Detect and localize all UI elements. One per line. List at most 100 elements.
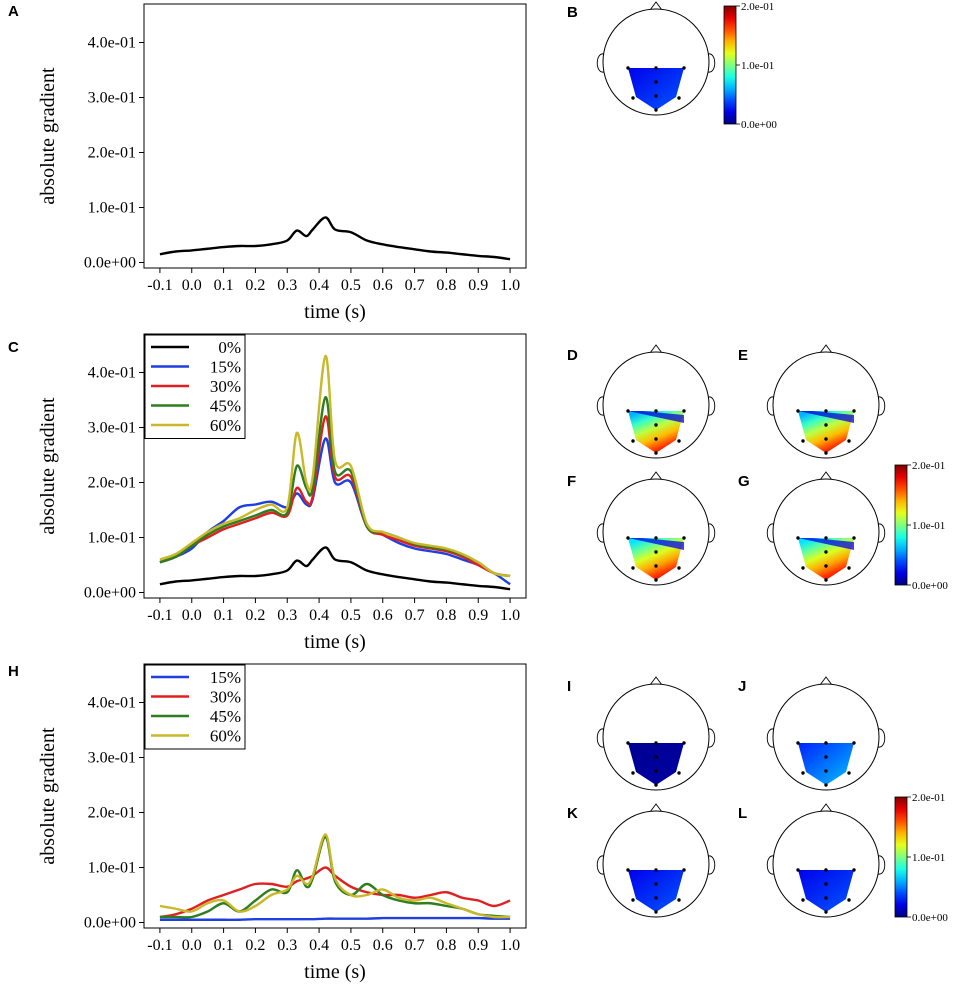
head-outline-f	[602, 478, 710, 586]
topomap-field-l	[798, 870, 854, 912]
line-chart-c: 0.0e+00 1.0e-01 2.0e-01 3.0e-01 4.0e-01 -0.1 0…	[37, 333, 527, 653]
electrode-dot-b	[626, 66, 630, 70]
topomap-field-d	[628, 411, 684, 453]
electrode-dot-j	[847, 771, 851, 775]
topomap-field-j	[798, 743, 854, 785]
series-line-c-30	[159, 415, 511, 578]
y-tick-label-h: 0.0e+00	[84, 915, 136, 932]
electrode-dot-k	[682, 868, 686, 872]
y-tick-label-h: 2.0e-01	[88, 805, 136, 822]
legend-label-c-30: 30%	[210, 377, 241, 396]
electrode-dot-l	[847, 898, 851, 902]
x-tick-label-c: 0.8	[436, 607, 456, 624]
head-outline-i	[602, 683, 710, 791]
y-axis-label-h: absolute gradient	[37, 727, 59, 865]
head-ear-left-g	[766, 523, 775, 543]
head-nose-j	[819, 676, 833, 686]
head-nose-b	[649, 1, 663, 11]
colorbar-tick-label-3: 2.0e-01	[912, 792, 945, 804]
topomap-field-g	[798, 538, 854, 580]
colorbar-tick-label-3: 0.0e+00	[912, 912, 948, 924]
x-tick-label-c: 0.0	[182, 607, 202, 624]
x-tick-label-h: 0.6	[373, 937, 393, 954]
electrode-dot-e	[824, 437, 828, 441]
legend-label-h-45: 45%	[210, 707, 241, 726]
electrode-dot-d	[626, 409, 630, 413]
electrode-dot-b	[677, 96, 681, 100]
y-axis-label-c: absolute gradient	[37, 397, 59, 535]
head-ear-right-d	[707, 396, 716, 416]
y-tick-label-c: 2.0e-01	[88, 475, 136, 492]
electrode-dot-g	[824, 536, 828, 540]
electrode-dot-e	[824, 409, 828, 413]
series-line-a-0	[159, 216, 511, 261]
y-tick-label-h: 3.0e-01	[88, 750, 136, 767]
topomap-g	[766, 471, 886, 586]
electrode-dot-g	[824, 578, 828, 582]
head-ear-left-i	[596, 728, 605, 748]
electrode-dot-k	[677, 898, 681, 902]
x-tick-label-c: 0.2	[245, 607, 265, 624]
series-line-c-15	[159, 437, 511, 586]
y-tick-label-a: 2.0e-01	[88, 145, 136, 162]
topomap-streak-f	[628, 538, 684, 550]
electrode-dot-d	[654, 451, 658, 455]
x-axis-label-c: time (s)	[304, 631, 366, 653]
panel-label-d: D	[567, 347, 578, 364]
electrode-dot-l	[824, 868, 828, 872]
colorbar-tick-label-2: 1.0e-01	[912, 520, 945, 532]
x-tick-label-a: 1.0	[500, 277, 520, 294]
x-tick-label-a: -0.1	[147, 277, 172, 294]
plot-frame-a	[143, 3, 527, 269]
head-nose-f	[649, 471, 663, 481]
electrode-dot-g	[796, 536, 800, 540]
topomap-j	[766, 676, 886, 791]
panel-label-i: I	[567, 678, 571, 695]
electrode-dot-b	[631, 96, 635, 100]
head-nose-l	[819, 803, 833, 813]
y-tick-label-c: 0.0e+00	[84, 585, 136, 602]
y-tick-label-a: 0.0e+00	[84, 255, 136, 272]
plot-frame-c	[143, 333, 527, 599]
head-ear-left-e	[766, 396, 775, 416]
x-axis-label-a: time (s)	[304, 301, 366, 323]
electrode-dot-f	[654, 564, 658, 568]
head-ear-left-b	[596, 53, 605, 73]
electrode-dot-f	[654, 578, 658, 582]
electrode-dot-b	[654, 94, 658, 98]
electrode-dot-f	[682, 536, 686, 540]
x-tick-label-c: 0.4	[309, 607, 329, 624]
head-nose-d	[649, 344, 663, 354]
panel-label-f: F	[567, 473, 576, 490]
electrode-dot-e	[852, 409, 856, 413]
electrode-dot-d	[682, 409, 686, 413]
panel-label-h: H	[8, 663, 19, 680]
electrode-dot-l	[796, 868, 800, 872]
x-tick-label-h: 1.0	[500, 937, 520, 954]
colorbar-bottom: 2.0e-01 1.0e-01 0.0e+00	[894, 792, 948, 924]
x-tick-label-c: 1.0	[500, 607, 520, 624]
panel-label-a: A	[8, 3, 19, 20]
colorbar-gradient-3	[894, 796, 908, 918]
electrode-dot-i	[654, 741, 658, 745]
electrode-dot-i	[654, 769, 658, 773]
electrode-dot-j	[824, 783, 828, 787]
electrode-dot-g	[801, 566, 805, 570]
electrode-dot-f	[626, 536, 630, 540]
x-tick-label-c: 0.3	[277, 607, 297, 624]
line-chart-h: 0.0e+00 1.0e-01 2.0e-01 3.0e-01 4.0e-01 -0.1 0…	[37, 663, 527, 983]
electrode-dot-j	[801, 771, 805, 775]
electrode-dot-l	[824, 910, 828, 914]
electrode-dot-j	[824, 769, 828, 773]
series-line-c-60	[159, 354, 511, 578]
topomap-l	[766, 803, 886, 918]
legend-label-h-30: 30%	[210, 688, 241, 707]
head-outline-g	[772, 478, 880, 586]
electrode-dot-d	[677, 439, 681, 443]
electrode-dot-g	[824, 550, 828, 554]
electrode-dot-j	[824, 755, 828, 759]
legend-label-c-60: 60%	[210, 416, 241, 435]
panel-label-k: K	[567, 805, 578, 822]
electrode-dot-g	[847, 566, 851, 570]
